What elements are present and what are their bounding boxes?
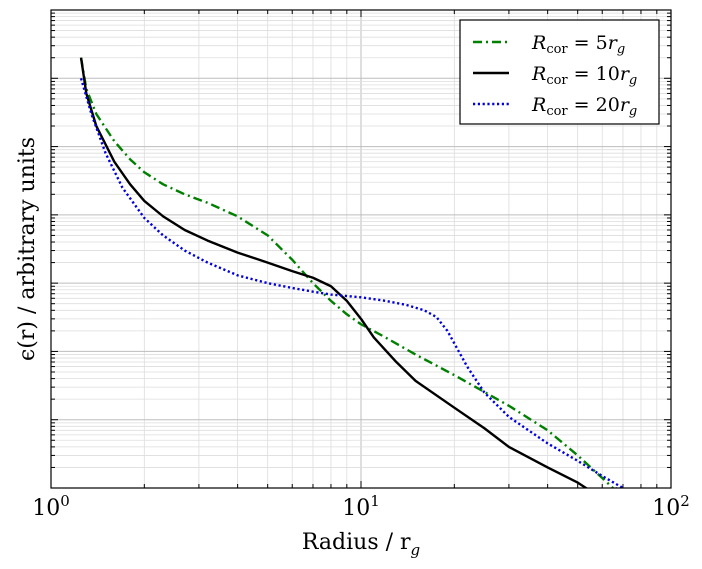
x-tick-label: 100: [32, 492, 70, 521]
x-axis-label: Radius / rg: [302, 530, 420, 559]
series-group: [79, 57, 624, 488]
plot-area: [79, 57, 624, 488]
series-line-2: [79, 57, 618, 488]
series-line-1: [79, 57, 614, 488]
plot-frame: [50, 9, 672, 489]
x-tick-labels: 100 101 102: [32, 492, 690, 521]
legend: Rcor = 5rg Rcor = 10rg Rcor = 20rg: [459, 19, 660, 125]
y-axis-label: ϵ(r) / arbitrary units: [15, 137, 40, 361]
series-line-3: [79, 77, 624, 488]
x-tick-label: 101: [342, 492, 380, 521]
legend-label-2: Rcor = 10rg: [531, 63, 637, 88]
axis-ticks: [50, 10, 671, 489]
legend-label-3: Rcor = 20rg: [531, 94, 637, 119]
x-tick-label: 102: [652, 492, 690, 521]
legend-label-1: Rcor = 5rg: [531, 32, 625, 57]
